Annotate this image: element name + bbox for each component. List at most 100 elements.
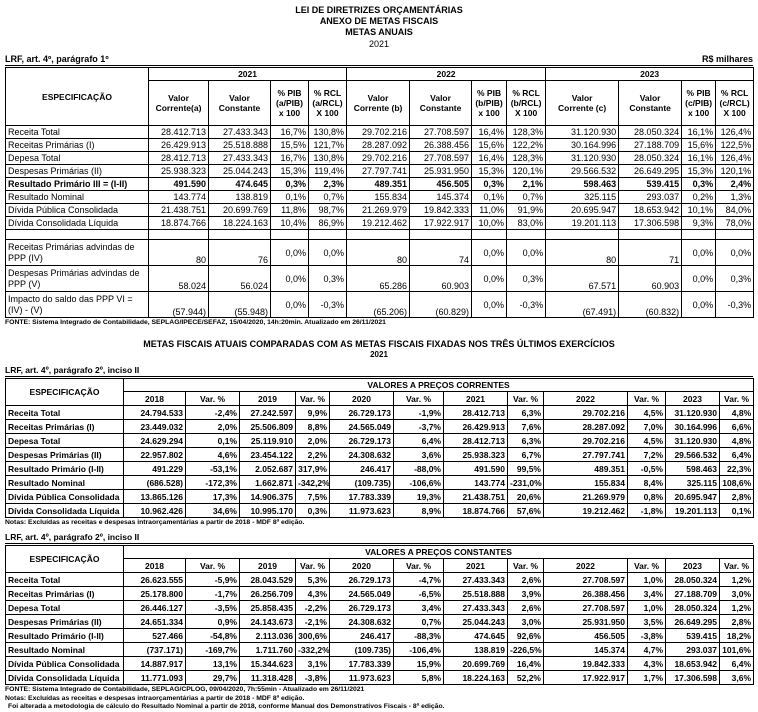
value-cell: 17.922.917 bbox=[543, 670, 628, 685]
value-cell: (737.171) bbox=[123, 642, 186, 657]
value-cell: 3,0% bbox=[507, 614, 544, 629]
value-cell: 15.344.623 bbox=[239, 656, 296, 671]
column-header: Valor Constante bbox=[618, 80, 683, 126]
value-cell: 2,3% bbox=[307, 177, 348, 191]
value-cell: 325.115 bbox=[545, 190, 620, 204]
row-label: Receita Total bbox=[5, 572, 124, 587]
value-cell: 24.308.632 bbox=[329, 614, 394, 629]
value-cell: 34,6% bbox=[185, 503, 240, 518]
section2-year: 2021 bbox=[370, 350, 388, 359]
value-cell: 19.212.462 bbox=[543, 503, 628, 518]
value-cell: 0,3% bbox=[307, 265, 348, 292]
value-cell: 20.695.947 bbox=[665, 489, 720, 504]
value-cell: 11.318.428 bbox=[239, 670, 296, 685]
value-cell: 26.388.456 bbox=[543, 586, 628, 601]
value-cell: 21.438.751 bbox=[148, 203, 209, 217]
value-cell: 80 bbox=[148, 239, 209, 266]
value-cell: 27.242.597 bbox=[239, 405, 296, 420]
value-cell: 1,2% bbox=[719, 572, 754, 587]
value-cell: 29.566.532 bbox=[545, 164, 620, 178]
row-label: Dívida Consolidada Líquida bbox=[5, 216, 149, 230]
value-cell: 30.164.996 bbox=[545, 138, 620, 152]
value-cell: 474.645 bbox=[208, 177, 271, 191]
value-cell: 25.858.435 bbox=[239, 600, 296, 615]
var-header: Var. % bbox=[295, 558, 330, 573]
value-cell: 138.819 bbox=[208, 190, 271, 204]
var-header: Var. % bbox=[185, 558, 240, 573]
value-cell: 18.874.766 bbox=[148, 216, 209, 230]
value-cell: 6,6% bbox=[718, 419, 755, 434]
value-cell: 24.565.049 bbox=[329, 586, 394, 601]
value-cell: 4,3% bbox=[295, 586, 330, 601]
value-cell: 24.651.334 bbox=[123, 614, 186, 629]
value-cell: 26.729.173 bbox=[329, 600, 394, 615]
year-header-row: ESPECIFICAÇÃO 2021 2022 2023 bbox=[5, 67, 755, 126]
value-cell: -3,8% bbox=[295, 670, 330, 685]
table-row: Receita Total 28.412.713 27.433.343 16,7% 13… bbox=[5, 125, 755, 139]
value-cell: 15,3% bbox=[681, 164, 717, 178]
value-cell: 4,5% bbox=[627, 405, 666, 420]
value-cell: -226,5% bbox=[507, 642, 544, 657]
row-label: Depesa Total bbox=[5, 433, 124, 448]
value-cell: 27.708.597 bbox=[543, 600, 628, 615]
value-cell: 25.931.950 bbox=[409, 164, 473, 178]
value-cell: -4,7% bbox=[393, 572, 444, 587]
precos-correntes-table: ESPECIFICAÇÃO VALORES A PREÇOS CORRENTES 2… bbox=[5, 378, 755, 518]
value-cell: 80 bbox=[346, 239, 411, 266]
column-header: Valor Constante bbox=[409, 80, 473, 126]
year-header: 2021 bbox=[443, 391, 508, 406]
value-cell: 0,3% bbox=[295, 503, 330, 518]
value-cell: -88,0% bbox=[393, 461, 444, 476]
value-cell: 16,4% bbox=[471, 151, 508, 165]
row-label: Dívida Pública Consolidada bbox=[5, 489, 124, 504]
value-cell: 23.449.032 bbox=[123, 419, 186, 434]
value-cell: 130,8% bbox=[307, 125, 348, 139]
value-cell: 20.699.769 bbox=[443, 656, 508, 671]
value-cell: 293.037 bbox=[665, 642, 720, 657]
value-cell: 3,6% bbox=[719, 670, 754, 685]
value-cell: 0,0% bbox=[270, 265, 309, 292]
group-header-row: ESPECIFICAÇÃO VALORES A PREÇOS CORRENTES bbox=[5, 378, 755, 406]
value-cell: 65.286 bbox=[346, 265, 411, 292]
year-header: 2022 bbox=[346, 67, 547, 81]
values-group-header: VALORES A PREÇOS CORRENTES bbox=[122, 378, 755, 392]
value-cell: -54,8% bbox=[185, 628, 240, 643]
value-cell: 0,1% bbox=[270, 190, 309, 204]
value-cell: (65.206) bbox=[346, 291, 411, 318]
value-cell: 92,6% bbox=[507, 628, 544, 643]
row-label: Dívida Pública Consolidada bbox=[5, 656, 124, 671]
value-cell: 2,8% bbox=[719, 614, 754, 629]
value-cell: -3,8% bbox=[627, 628, 666, 643]
value-cell: 1,7% bbox=[627, 670, 666, 685]
value-cell: 11.771.093 bbox=[123, 670, 186, 685]
row-label: Resultado Nominal bbox=[5, 475, 124, 490]
value-cell: 2,2% bbox=[295, 447, 330, 462]
value-cell: 300,6% bbox=[295, 628, 330, 643]
var-header: Var. % bbox=[393, 391, 444, 406]
value-cell: 91,9% bbox=[506, 203, 547, 217]
value-cell: -342,2% bbox=[295, 475, 330, 490]
value-cell: 28.043.529 bbox=[239, 572, 296, 587]
table-row: Dívida Pública Consolidada 14.887.917 13,1… bbox=[5, 656, 754, 671]
row-label: Resultado Primário (I-II) bbox=[5, 461, 124, 476]
value-cell: -2,1% bbox=[295, 614, 330, 629]
value-cell: 0,0% bbox=[471, 265, 508, 292]
value-cell: 15,3% bbox=[270, 164, 309, 178]
value-cell: 15,6% bbox=[471, 138, 508, 152]
row-label: Resultado Primário III = (I-II) bbox=[5, 177, 149, 191]
value-cell: -1,7% bbox=[185, 586, 240, 601]
table-row: Receita Total 24.794.533 -2,4% 27.242.597 9,… bbox=[5, 405, 755, 420]
value-cell: 28.287.092 bbox=[543, 419, 628, 434]
value-cell: 29,7% bbox=[185, 670, 240, 685]
value-cell: 13,1% bbox=[185, 656, 240, 671]
spacer-cell bbox=[506, 229, 547, 240]
year-header: 2023 bbox=[665, 391, 720, 406]
value-cell: 0,1% bbox=[471, 190, 508, 204]
value-cell: 31.120.930 bbox=[665, 405, 720, 420]
value-cell: 28.412.713 bbox=[443, 433, 508, 448]
value-cell: 11,8% bbox=[270, 203, 309, 217]
year-header: 2018 bbox=[123, 558, 186, 573]
value-cell: -3,7% bbox=[393, 419, 444, 434]
value-cell: 16,4% bbox=[507, 656, 544, 671]
value-cell: 0,3% bbox=[270, 177, 309, 191]
